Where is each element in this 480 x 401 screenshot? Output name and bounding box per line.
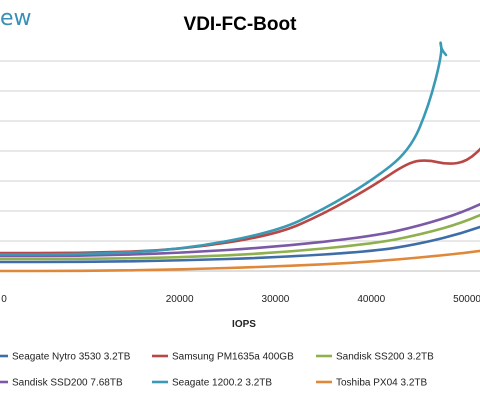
x-tick-label: 0	[1, 294, 7, 305]
legend-item: Seagate Nytro 3530 3.2TB	[0, 352, 131, 363]
series-line-5	[0, 249, 480, 273]
legend-item: Sandisk SS200 3.2TB	[316, 352, 434, 363]
x-tick-label: 30000	[262, 294, 290, 305]
chart-legend: Seagate Nytro 3530 3.2TB Samsung PM1635a …	[0, 352, 434, 389]
legend-item: Samsung PM1635a 400GB	[152, 352, 294, 363]
x-axis-ticks: 0 20000 30000 40000 50000	[1, 294, 480, 305]
series-line-4	[0, 41, 448, 256]
legend-label: Samsung PM1635a 400GB	[172, 352, 294, 363]
x-tick-label: 50000	[453, 294, 480, 305]
legend-item: Toshiba PX04 3.2TB	[316, 378, 427, 389]
chart-title: VDI-FC-Boot	[183, 14, 297, 35]
brand-logo-text: ew	[0, 6, 32, 31]
legend-item: Seagate 1200.2 3.2TB	[152, 378, 272, 389]
legend-item: Sandisk SSD200 7.68TB	[0, 378, 123, 389]
series-line-2	[0, 213, 480, 261]
series-line-0	[0, 225, 480, 264]
x-tick-label: 40000	[357, 294, 385, 305]
x-axis-title: IOPS	[232, 319, 256, 330]
legend-label: Seagate Nytro 3530 3.2TB	[12, 352, 131, 363]
legend-label: Seagate 1200.2 3.2TB	[172, 378, 272, 389]
chart-series-lines	[0, 41, 480, 273]
x-tick-label: 20000	[166, 294, 194, 305]
series-line-3	[0, 202, 480, 258]
legend-label: Sandisk SS200 3.2TB	[336, 352, 434, 363]
legend-label: Sandisk SSD200 7.68TB	[12, 378, 123, 389]
legend-label: Toshiba PX04 3.2TB	[336, 378, 427, 389]
